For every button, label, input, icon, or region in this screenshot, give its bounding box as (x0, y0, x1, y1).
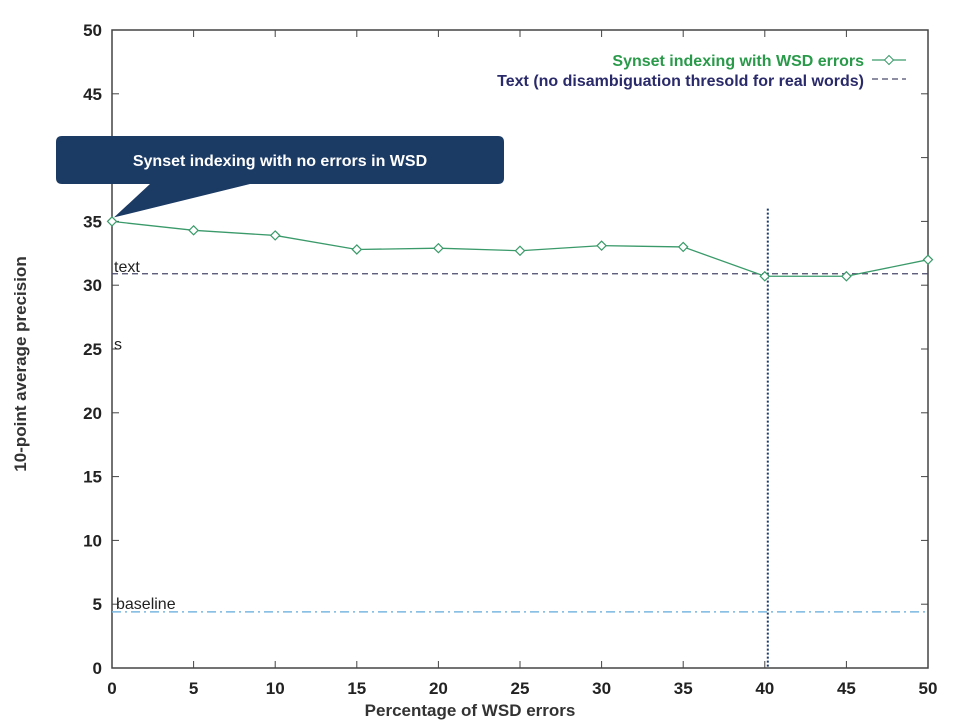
x-tick-label: 50 (919, 679, 938, 698)
x-axis-title: Percentage of WSD errors (365, 701, 576, 720)
x-tick-label: 25 (511, 679, 530, 698)
callout-bubble (56, 136, 504, 218)
y-tick-label: 50 (83, 21, 102, 40)
x-tick-label: 35 (674, 679, 693, 698)
x-tick-label: 10 (266, 679, 285, 698)
y-tick-label: 45 (83, 85, 102, 104)
x-tick-label: 15 (347, 679, 366, 698)
x-tick-label: 0 (107, 679, 116, 698)
legend-marker-wsd-errors (883, 54, 895, 66)
data-point-marker (433, 242, 444, 254)
plot-frame (111, 29, 929, 669)
data-point-marker (759, 270, 771, 282)
y-tick-label: 25 (83, 340, 102, 359)
x-tick-label: 40 (755, 679, 774, 698)
data-point-marker (922, 254, 934, 266)
data-point-marker (841, 270, 852, 282)
data-point-marker (269, 230, 281, 241)
y-tick-label: 20 (83, 404, 102, 423)
data-point-marker (514, 245, 526, 257)
y-tick-label: 0 (93, 659, 102, 678)
x-tick-label: 30 (592, 679, 611, 698)
y-tick-label: 30 (83, 276, 102, 295)
legend: Synset indexing with WSD errors Text (no… (497, 53, 906, 90)
x-tick-label: 20 (429, 679, 448, 698)
annotation-s: s (114, 336, 122, 353)
legend-label-wsd-errors: Synset indexing with WSD errors (612, 53, 864, 70)
data-point-marker (106, 216, 118, 227)
legend-label-text: Text (no disambiguation thresold for rea… (497, 73, 864, 90)
annotation-text: text (114, 259, 140, 276)
data-point-marker (351, 244, 363, 255)
y-tick-label: 15 (83, 468, 102, 487)
x-tick-label: 5 (189, 679, 198, 698)
callout-text: Synset indexing with no errors in WSD (133, 153, 427, 170)
y-axis-title: 10-point average precision (11, 256, 30, 471)
x-tick-label: 45 (837, 679, 856, 698)
annotation-baseline: baseline (116, 596, 176, 613)
y-tick-label: 5 (93, 595, 102, 614)
data-point-marker (188, 224, 199, 236)
y-tick-label: 10 (83, 531, 102, 550)
data-point-marker (596, 240, 607, 251)
y-tick-label: 35 (83, 212, 102, 231)
callout: Synset indexing with no errors in WSD (56, 136, 504, 218)
data-point-marker (677, 241, 689, 253)
